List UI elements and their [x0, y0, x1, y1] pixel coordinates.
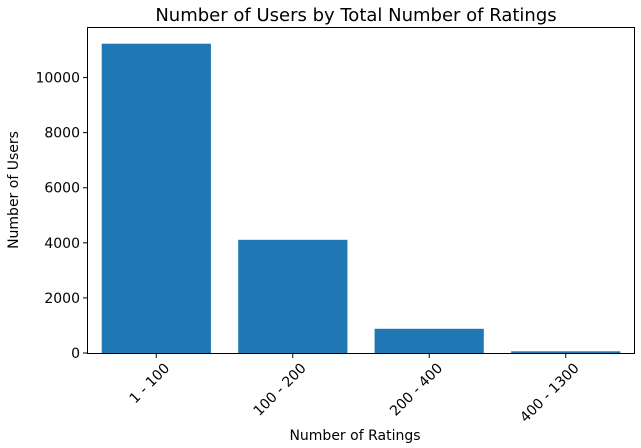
x-tick-label: 200 - 400 — [387, 361, 446, 420]
bar-3 — [374, 328, 484, 353]
y-tick-label: 10000 — [35, 71, 80, 87]
x-axis-ticks: 1 - 100 100 - 200 200 - 400 400 - 1300 — [127, 353, 583, 426]
y-tick-label: 6000 — [44, 181, 80, 197]
bar-4 — [511, 351, 621, 353]
y-tick-label: 0 — [71, 346, 80, 362]
x-tick-label: 1 - 100 — [127, 361, 173, 407]
y-tick-label: 2000 — [44, 291, 80, 307]
x-axis-label: Number of Ratings — [289, 428, 420, 444]
x-tick-label: 400 - 1300 — [517, 361, 582, 426]
y-axis-label: Number of Users — [6, 131, 22, 249]
bars-group — [101, 43, 621, 353]
x-tick-label: 100 - 200 — [251, 361, 310, 420]
bar-1 — [101, 43, 211, 353]
chart-title: Number of Users by Total Number of Ratin… — [155, 5, 556, 26]
bar-2 — [238, 239, 348, 353]
y-tick-label: 4000 — [44, 236, 80, 252]
y-tick-label: 8000 — [44, 126, 80, 142]
axes-frame — [87, 27, 635, 354]
y-axis-ticks: 0 2000 4000 6000 8000 10000 — [35, 71, 88, 362]
